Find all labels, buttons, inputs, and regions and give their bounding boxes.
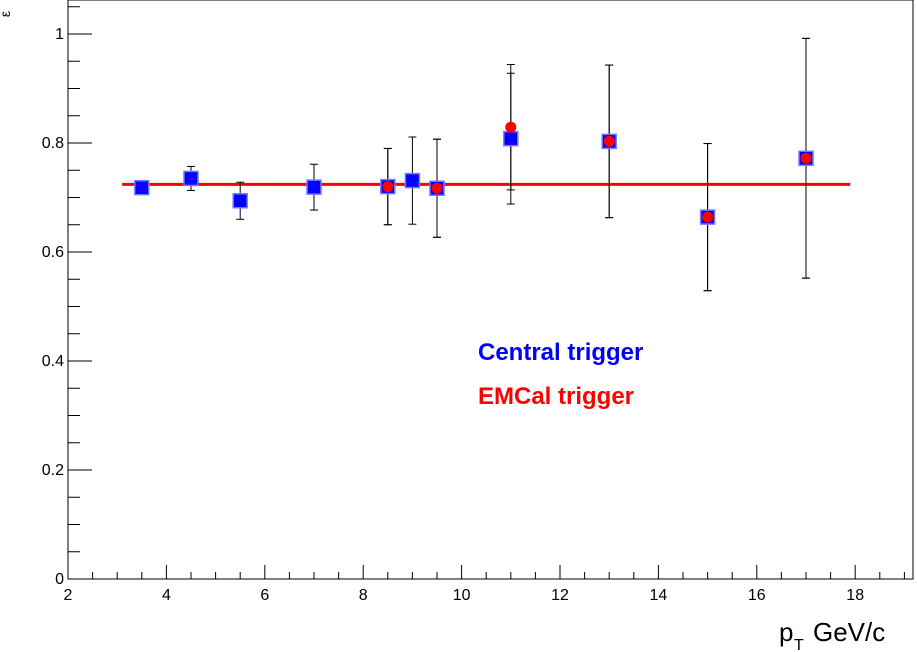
x-tick-label: 4 — [162, 587, 171, 604]
legend-central-trigger: Central trigger — [478, 339, 643, 366]
svg-text:T: T — [794, 637, 804, 652]
plot-frame — [67, 0, 914, 580]
central-trigger-point — [183, 170, 199, 187]
x-tick-label: 16 — [748, 587, 766, 604]
central-trigger-point — [134, 179, 150, 196]
emcal-trigger-point — [505, 121, 517, 133]
y-tick-label: 0.6 — [42, 244, 64, 261]
points-layer — [134, 37, 814, 292]
x-axis-label: p T GeV/c — [779, 617, 885, 652]
central-trigger-point — [404, 172, 421, 189]
central-trigger-point — [503, 130, 519, 147]
x-tick-label: 14 — [650, 587, 668, 604]
y-tick-label: 0.4 — [42, 353, 64, 370]
central-trigger-point — [232, 193, 248, 209]
emcal-trigger-point — [603, 135, 615, 147]
x-tick-label: 8 — [359, 587, 368, 604]
emcal-trigger-point — [702, 211, 714, 223]
x-tick-label: 12 — [551, 587, 569, 604]
axes-layer: 2 4 6 8 10 12 14 16 18 0 0.2 0.4 0.6 0.8 1 — [42, 6, 905, 604]
emcal-trigger-point — [431, 182, 443, 194]
svg-text:GeV/c: GeV/c — [813, 617, 885, 647]
central-trigger-point — [306, 179, 322, 195]
y-tick-label: 0.2 — [42, 462, 64, 479]
legend-emcal-trigger: EMCal trigger — [478, 383, 634, 410]
x-tick-label: 2 — [64, 587, 73, 604]
x-tick-label: 18 — [846, 587, 864, 604]
emcal-trigger-point — [382, 181, 394, 193]
y-tick-label: 0.8 — [42, 135, 64, 152]
x-tick-label: 10 — [453, 587, 471, 604]
y-tick-label: 0 — [55, 571, 64, 588]
svg-text:p: p — [779, 617, 793, 647]
emcal-trigger-point — [800, 152, 812, 164]
y-tick-label: 1 — [55, 26, 64, 43]
x-tick-label: 6 — [260, 587, 269, 604]
y-axis-label: ε — [0, 11, 13, 17]
